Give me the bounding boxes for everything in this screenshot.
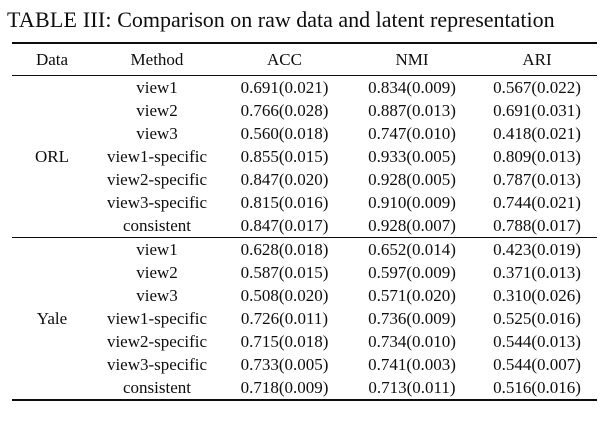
table-caption-label: TABLE III: bbox=[7, 7, 112, 32]
table-row: view1-specific 0.855(0.015) 0.933(0.005)… bbox=[12, 145, 597, 168]
nmi-cell: 0.652(0.014) bbox=[347, 237, 477, 261]
ari-cell: 0.744(0.021) bbox=[493, 193, 581, 212]
method-cell: view3 bbox=[136, 286, 178, 305]
ari-cell: 0.544(0.007) bbox=[493, 355, 581, 374]
method-cell: view3-specific bbox=[106, 355, 208, 374]
method-cell: view3 bbox=[136, 124, 178, 143]
table-row: view3 0.508(0.020) 0.571(0.020) 0.310(0.… bbox=[12, 284, 597, 307]
acc-cell: 0.715(0.018) bbox=[240, 332, 329, 351]
acc-cell: 0.587(0.015) bbox=[240, 263, 329, 282]
table-row: view2-specific 0.847(0.020) 0.928(0.005)… bbox=[12, 168, 597, 191]
method-cell: view1-specific bbox=[106, 309, 208, 328]
table-row: Yale view1 0.628(0.018) 0.652(0.014) 0.4… bbox=[12, 237, 597, 400]
table-row: view2 0.766(0.028) 0.887(0.013) 0.691(0.… bbox=[12, 99, 597, 122]
nmi-cell: 0.887(0.013) bbox=[368, 101, 456, 120]
table-row: view2-specific 0.715(0.018) 0.734(0.010)… bbox=[12, 330, 597, 353]
ari-cell: 0.567(0.022) bbox=[493, 78, 581, 97]
acc-cell: 0.766(0.028) bbox=[240, 101, 329, 120]
method-cell: consistent bbox=[123, 216, 191, 235]
acc-cell: 0.691(0.021) bbox=[240, 78, 329, 97]
nmi-cell: 0.741(0.003) bbox=[368, 355, 456, 374]
table-row: consistent 0.847(0.017) 0.928(0.007) 0.7… bbox=[12, 214, 597, 238]
acc-cell: 0.733(0.005) bbox=[240, 355, 329, 374]
acc-cell: 0.855(0.015) bbox=[240, 147, 329, 166]
nmi-cell: 0.834(0.009) bbox=[368, 78, 456, 97]
table-caption: TABLE III: Comparison on raw data and la… bbox=[7, 6, 609, 33]
nmi-cell: 0.571(0.020) bbox=[368, 286, 456, 305]
col-header-ari: ARI bbox=[477, 43, 597, 76]
dataset-label-yale: Yale bbox=[12, 237, 92, 400]
nmi-cell: 0.736(0.009) bbox=[368, 309, 456, 328]
acc-cell: 0.726(0.011) bbox=[240, 309, 329, 328]
nmi-cell: 0.713(0.011) bbox=[368, 378, 456, 397]
table-row: consistent 0.718(0.009) 0.713(0.011) 0.5… bbox=[12, 376, 597, 400]
method-cell: consistent bbox=[123, 378, 191, 397]
table-row: ORL view1 0.691(0.021) 0.834(0.009) 0.56… bbox=[12, 76, 597, 166]
col-header-method: Method bbox=[92, 43, 222, 76]
dataset-label-orl: ORL bbox=[35, 147, 69, 166]
nmi-cell: 0.910(0.009) bbox=[368, 193, 456, 212]
table-header: Data Method ACC NMI ARI bbox=[12, 43, 597, 76]
group-orl: ORL view1 0.691(0.021) 0.834(0.009) 0.56… bbox=[12, 76, 597, 238]
ari-cell: 0.310(0.026) bbox=[493, 286, 581, 305]
nmi-cell: 0.597(0.009) bbox=[368, 263, 456, 282]
col-header-data: Data bbox=[12, 43, 92, 76]
method-cell: view2-specific bbox=[106, 170, 208, 189]
ari-cell: 0.418(0.021) bbox=[493, 124, 581, 143]
col-header-nmi: NMI bbox=[347, 43, 477, 76]
nmi-cell: 0.747(0.010) bbox=[368, 124, 456, 143]
ari-cell: 0.691(0.031) bbox=[493, 101, 581, 120]
ari-cell: 0.516(0.016) bbox=[493, 378, 581, 397]
ari-cell: 0.525(0.016) bbox=[493, 309, 581, 328]
method-cell: view2 bbox=[136, 101, 178, 120]
ari-cell: 0.371(0.013) bbox=[493, 263, 581, 282]
table-row: view3-specific 0.815(0.016) 0.910(0.009)… bbox=[12, 191, 597, 214]
ari-cell: 0.544(0.013) bbox=[493, 332, 581, 351]
acc-cell: 0.718(0.009) bbox=[240, 378, 329, 397]
nmi-cell: 0.734(0.010) bbox=[368, 332, 456, 351]
acc-cell: 0.815(0.016) bbox=[240, 193, 329, 212]
nmi-cell: 0.928(0.007) bbox=[368, 216, 456, 235]
table-row: view3 0.560(0.018) 0.747(0.010) 0.418(0.… bbox=[12, 122, 597, 145]
table-row: view2 0.587(0.015) 0.597(0.009) 0.371(0.… bbox=[12, 261, 597, 284]
header-row: Data Method ACC NMI ARI bbox=[12, 43, 597, 76]
method-cell: view2-specific bbox=[106, 332, 208, 351]
nmi-cell: 0.933(0.005) bbox=[368, 147, 456, 166]
table-caption-text: Comparison on raw data and latent repres… bbox=[111, 7, 555, 32]
table-row: view1-specific 0.726(0.011) 0.736(0.009)… bbox=[12, 307, 597, 330]
comparison-table: Data Method ACC NMI ARI ORL view1 0.691(… bbox=[12, 42, 597, 401]
group-yale: Yale view1 0.628(0.018) 0.652(0.014) 0.4… bbox=[12, 237, 597, 400]
ari-cell: 0.423(0.019) bbox=[477, 237, 597, 261]
table-row: view3-specific 0.733(0.005) 0.741(0.003)… bbox=[12, 353, 597, 376]
method-cell: view1 bbox=[136, 78, 178, 97]
method-cell: view1 bbox=[92, 237, 222, 261]
acc-cell: 0.560(0.018) bbox=[240, 124, 329, 143]
method-cell: view2 bbox=[136, 263, 178, 282]
acc-cell: 0.628(0.018) bbox=[222, 237, 347, 261]
ari-cell: 0.788(0.017) bbox=[493, 216, 581, 235]
nmi-cell: 0.928(0.005) bbox=[368, 170, 456, 189]
acc-cell: 0.847(0.017) bbox=[240, 216, 329, 235]
col-header-acc: ACC bbox=[222, 43, 347, 76]
acc-cell: 0.847(0.020) bbox=[240, 170, 329, 189]
ari-cell: 0.809(0.013) bbox=[493, 147, 581, 166]
ari-cell: 0.787(0.013) bbox=[493, 170, 581, 189]
method-cell: view3-specific bbox=[106, 193, 208, 212]
method-cell: view1-specific bbox=[106, 147, 208, 166]
acc-cell: 0.508(0.020) bbox=[240, 286, 329, 305]
